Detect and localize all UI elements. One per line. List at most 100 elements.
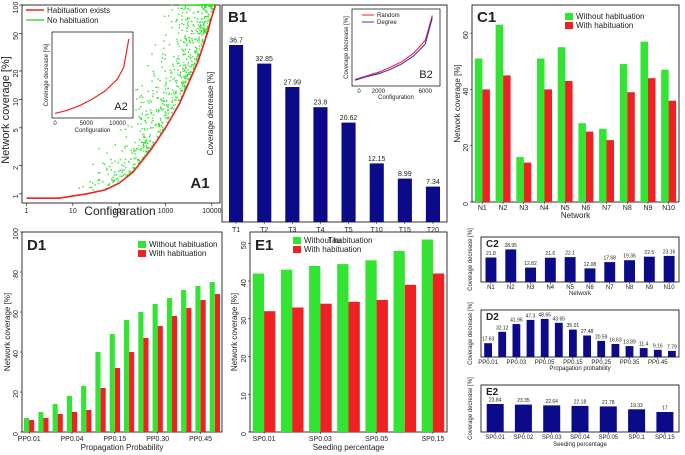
- data-point: [142, 142, 144, 144]
- data-point: [158, 125, 161, 128]
- data-point: [186, 17, 188, 19]
- data-point: [186, 27, 188, 29]
- data-point: [191, 40, 193, 42]
- x-tick-label: T5: [344, 227, 352, 234]
- data-point: [113, 180, 116, 182]
- x-tick-label: SP0.05: [365, 436, 388, 443]
- inset-y-axis-label: Coverage decrease [%]: [344, 16, 350, 79]
- bar: [100, 388, 106, 432]
- data-label: 23.84: [489, 397, 502, 403]
- data-point: [191, 4, 193, 6]
- data-point: [190, 32, 193, 35]
- data-label: 21.8: [486, 251, 496, 257]
- x-tick-label: N6: [586, 285, 594, 291]
- data-point: [181, 83, 184, 85]
- data-point: [199, 4, 201, 6]
- data-point: [188, 17, 190, 19]
- data-point: [196, 48, 198, 50]
- data-point: [183, 50, 185, 52]
- data-point: [134, 163, 136, 165]
- data-point: [190, 20, 193, 23]
- x-tick-label: PP0.03: [507, 360, 527, 366]
- bar: [668, 100, 677, 202]
- x-tick-label: T4: [316, 227, 324, 234]
- bar: [421, 239, 433, 432]
- data-point: [205, 6, 207, 8]
- data-point: [152, 114, 155, 116]
- bar: [661, 69, 669, 202]
- data-point: [193, 25, 195, 27]
- data-point: [199, 21, 202, 23]
- bar: [571, 405, 589, 432]
- data-point: [106, 152, 108, 154]
- data-point: [170, 107, 172, 110]
- x-axis-label: Propagation probability: [549, 366, 610, 372]
- bar: [656, 412, 674, 432]
- data-point: [105, 169, 108, 171]
- bar: [313, 107, 328, 222]
- bar: [57, 414, 63, 432]
- data-point: [201, 4, 204, 6]
- y-axis-label: Network coverage [%]: [230, 293, 239, 371]
- data-point: [141, 96, 144, 98]
- data-point: [181, 22, 183, 25]
- data-point: [165, 114, 167, 116]
- data-point: [195, 58, 197, 60]
- inset-x-tick-label: 2000: [372, 89, 386, 95]
- data-point: [182, 80, 184, 83]
- data-point: [176, 40, 179, 43]
- data-point: [182, 54, 184, 56]
- data-point: [134, 141, 136, 144]
- data-point: [163, 15, 166, 17]
- data-point: [198, 41, 201, 43]
- data-label: 17.68: [603, 256, 616, 262]
- data-point: [146, 113, 149, 115]
- data-point: [190, 30, 193, 32]
- data-point: [197, 52, 199, 55]
- data-point: [144, 154, 146, 157]
- data-point: [193, 4, 196, 6]
- data-point: [147, 116, 149, 119]
- bar: [611, 344, 620, 357]
- y-axis-label: Coverage decrease [%]: [468, 377, 474, 440]
- data-point: [182, 4, 184, 6]
- data-point: [107, 173, 109, 176]
- data-point: [201, 29, 203, 32]
- data-point: [142, 156, 144, 159]
- bar: [503, 75, 511, 202]
- data-point: [173, 56, 175, 58]
- data-label: 12.08: [584, 262, 597, 268]
- data-point: [189, 40, 191, 43]
- data-point: [186, 22, 189, 24]
- data-point: [154, 44, 157, 46]
- data-point: [112, 181, 114, 183]
- x-axis-label: Seeding percentage: [313, 443, 385, 452]
- data-point: [144, 119, 147, 122]
- data-point: [210, 11, 212, 13]
- data-point: [177, 43, 179, 45]
- data-point: [111, 162, 113, 164]
- data-point: [206, 11, 209, 13]
- data-point: [163, 100, 166, 103]
- data-point: [140, 123, 142, 125]
- data-point: [189, 71, 191, 74]
- series-main: [229, 45, 440, 222]
- y-tick-label: 30: [241, 317, 248, 325]
- data-point: [138, 108, 140, 110]
- data-point: [175, 60, 178, 62]
- data-point: [147, 90, 150, 93]
- data-point: [161, 66, 164, 68]
- data-label: 12.15: [368, 156, 386, 163]
- data-point: [188, 4, 190, 6]
- data-point: [144, 136, 146, 138]
- x-tick-label: PP0.35: [620, 360, 640, 366]
- data-point: [178, 45, 181, 47]
- data-point: [190, 58, 192, 60]
- bar: [172, 316, 178, 432]
- x-axis-label: Propagation Probability: [81, 443, 164, 452]
- x-tick-label: N4: [540, 205, 549, 212]
- x-tick-label: 1: [25, 208, 29, 215]
- bar: [181, 290, 187, 432]
- data-label: 22.5: [644, 250, 654, 256]
